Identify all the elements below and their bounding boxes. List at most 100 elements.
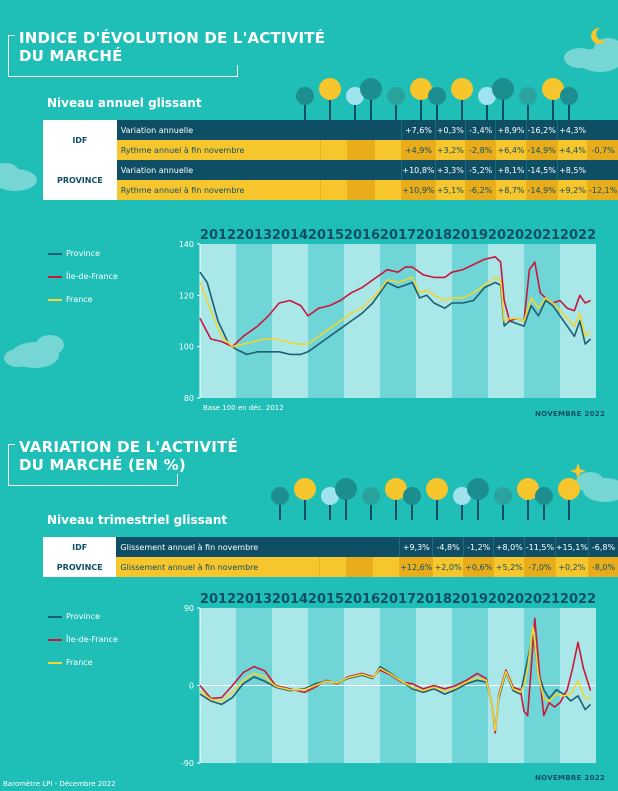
section2-month-label: NOVEMBRE 2022: [535, 774, 606, 782]
index-table-cell: [374, 140, 402, 160]
year-label: 2021: [524, 228, 560, 243]
variation-chart: 2012 2013 2014 2015 2016 2017 2018 2019 2020 2021…: [181, 592, 596, 768]
index-table-cell: +5,1%: [434, 180, 466, 200]
year-label: 2020: [488, 592, 524, 607]
index-table-cell: -16,2%: [525, 120, 558, 140]
y-tick-label: 100: [179, 343, 194, 352]
index-table-cell: +4,4%: [556, 140, 588, 160]
index-table-row-desc: Rythme annuel à fin novembre: [116, 140, 321, 160]
index-chart: 2012 2013 2014 2015 2016 2017 2018 2019 2020 2021…: [179, 228, 596, 403]
variation-table-row: PROVINCE Glissement annuel à fin novembre…: [43, 557, 618, 577]
index-table-cell: -14,9%: [525, 140, 558, 160]
index-table-cell: +8,9%: [495, 120, 527, 140]
variation-table-cell: [346, 537, 373, 557]
year-label: 2016: [344, 228, 380, 243]
index-table-cell: [374, 180, 402, 200]
year-band: [560, 244, 596, 398]
year-label: 2013: [236, 592, 272, 607]
variation-table-cell: +2,0%: [432, 557, 464, 577]
index-table-cell: -5,2%: [465, 160, 496, 180]
index-table-row-desc: Variation annuelle: [116, 160, 321, 180]
index-table-row: IDF Variation annuelle +7,6% +0,3% -3,4% +8,9…: [43, 120, 618, 160]
year-label: 2022: [560, 228, 596, 243]
series-line-ledefrance: [199, 617, 592, 734]
variation-table-row-desc: Glissement annuel à fin novembre: [116, 537, 320, 557]
year-band: [236, 244, 272, 398]
variation-table-group-label: IDF: [43, 537, 117, 557]
series-line-france: [199, 626, 591, 732]
index-table-row: Rythme annuel à fin novembre +10,9% +5,1% -…: [43, 180, 618, 200]
variation-table-cell: -7,0%: [524, 557, 556, 577]
index-table-cell: +10,8%: [401, 160, 436, 180]
legend-swatch: [48, 298, 62, 301]
legend-label: Province: [66, 612, 101, 621]
variation-table-cell: -6,8%: [587, 537, 618, 557]
legend-item: Île-de-France: [48, 628, 118, 651]
series-line-france: [199, 276, 592, 348]
index-table-group-label: IDF: [43, 120, 117, 160]
index-table-cell: -3,4%: [465, 120, 496, 140]
year-band: [416, 244, 452, 398]
index-table-row-desc: Variation annuelle: [116, 120, 321, 140]
series-line-province: [199, 271, 592, 356]
variation-table-cell: -11,5%: [524, 537, 556, 557]
index-table-cell: +10,9%: [401, 180, 436, 200]
year-label: 2019: [452, 592, 488, 607]
legend-swatch: [48, 252, 62, 255]
legend-item: France: [48, 288, 118, 311]
section1-table: IDF Variation annuelle +7,6% +0,3% -3,4% +8,9…: [43, 120, 618, 200]
variation-table-cell: +0,6%: [462, 557, 494, 577]
legend-item: France: [48, 651, 118, 674]
section2-title-line1: VARIATION DE L'ACTIVITÉ: [19, 438, 238, 456]
y-tick-label: 0: [189, 682, 194, 691]
variation-table-row-desc: Glissement annuel à fin novembre: [116, 557, 320, 577]
year-label: 2019: [452, 228, 488, 243]
y-tick-label: -90: [181, 759, 194, 768]
index-table-cell: [347, 140, 375, 160]
year-label: 2017: [380, 228, 416, 243]
variation-table-cell: -8,0%: [587, 557, 618, 577]
variation-table-cell: [318, 557, 347, 577]
year-label: 2014: [272, 592, 308, 607]
legend-item: Province: [48, 242, 118, 265]
year-label: 2015: [308, 228, 344, 243]
variation-table-cell: -4,8%: [432, 537, 464, 557]
legend-label: Île-de-France: [66, 272, 118, 281]
legend-swatch: [48, 661, 62, 664]
index-table-cell: [347, 180, 375, 200]
index-table-cell: +9,2%: [556, 180, 588, 200]
index-table-row-desc: Rythme annuel à fin novembre: [116, 180, 321, 200]
legend-swatch: [48, 638, 62, 641]
year-label: 2014: [272, 228, 308, 243]
index-table-cell: -2,8%: [465, 140, 496, 160]
index-table-cell: +4,3%: [556, 120, 588, 140]
index-table-cell: -12,1%: [587, 180, 618, 200]
legend-label: Île-de-France: [66, 635, 118, 644]
index-table-cell: +7,6%: [401, 120, 436, 140]
variation-table-cell: -1,2%: [462, 537, 494, 557]
variation-table-cell: [372, 537, 400, 557]
year-band: [344, 244, 380, 398]
index-table-cell: [587, 120, 618, 140]
variation-table-cell: +0,2%: [554, 557, 589, 577]
year-band: [308, 244, 344, 398]
series-line-ledefrance: [199, 256, 591, 348]
index-table-cell: -6,2%: [465, 180, 496, 200]
year-band: [452, 244, 488, 398]
year-label: 2016: [344, 592, 380, 607]
index-table-group-label: PROVINCE: [43, 160, 117, 200]
section2-subtitle: Niveau trimestriel glissant: [47, 513, 228, 527]
variation-table-cell: +8,0%: [493, 537, 525, 557]
variation-table-cell: [345, 557, 373, 577]
index-table-cell: [374, 120, 402, 140]
index-table-cell: +8,7%: [495, 180, 527, 200]
year-label: 2012: [200, 228, 236, 243]
variation-table-row: IDF Glissement annuel à fin novembre +9,3%…: [43, 537, 618, 557]
legend-label: France: [66, 295, 93, 304]
index-table-cell: [320, 180, 348, 200]
section2-title: VARIATION DE L'ACTIVITÉ DU MARCHÉ (EN %): [15, 438, 242, 474]
year-label: 2018: [416, 228, 452, 243]
year-band: [524, 244, 560, 398]
y-tick-label: 140: [179, 240, 194, 249]
